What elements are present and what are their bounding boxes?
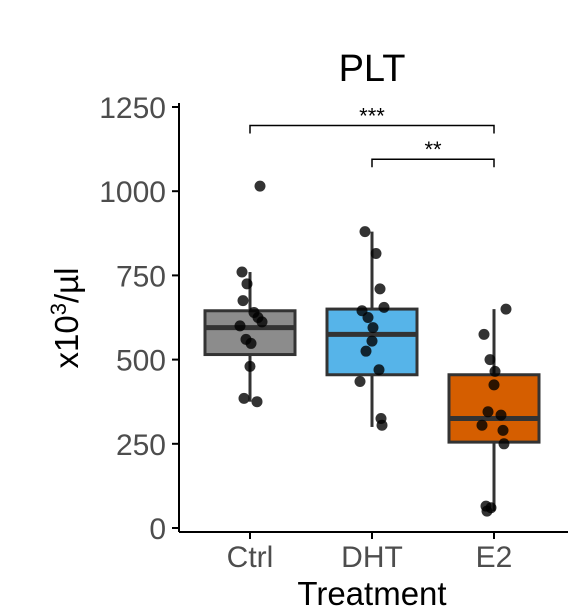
y-axis-label-superscript: 3 (46, 303, 71, 315)
y-tick-label: 1000 (99, 176, 166, 209)
data-point-e2 (489, 365, 501, 377)
significance-bracket (249, 124, 495, 134)
y-axis-label-base: x10 (48, 315, 85, 368)
significance-label: ** (424, 137, 442, 162)
data-points (234, 180, 512, 517)
data-point-dht (373, 364, 385, 376)
y-axis-ticks: 0 250 500 750 1000 1250 (99, 92, 179, 546)
data-point-ctrl (236, 266, 248, 278)
data-point-e2 (481, 505, 493, 517)
x-tick-label: Ctrl (227, 541, 274, 574)
data-point-ctrl (237, 295, 249, 307)
x-tick-label: E2 (476, 541, 513, 574)
y-axis-label-unit: /µl (48, 268, 85, 304)
data-point-e2 (497, 424, 509, 436)
data-point-e2 (482, 406, 494, 418)
data-point-e2 (495, 409, 507, 421)
data-point-ctrl (245, 337, 257, 349)
data-point-e2 (498, 438, 510, 450)
x-axis-ticks: Ctrl DHT E2 (227, 532, 513, 574)
data-point-dht (376, 419, 388, 431)
y-tick-label: 0 (149, 513, 166, 546)
data-point-ctrl (234, 320, 246, 332)
data-point-dht (367, 322, 379, 334)
boxes (203, 231, 541, 512)
data-point-e2 (484, 354, 496, 366)
data-point-e2 (478, 328, 490, 340)
data-point-dht (354, 375, 366, 387)
x-tick-label: DHT (341, 541, 403, 574)
data-point-ctrl (238, 392, 250, 404)
data-point-dht (362, 312, 374, 323)
data-point-dht (370, 248, 382, 260)
data-point-dht (366, 335, 378, 347)
data-point-e2 (476, 419, 488, 431)
significance-brackets: ***** (249, 104, 495, 168)
data-point-ctrl (256, 316, 268, 328)
data-point-ctrl (251, 396, 263, 408)
x-axis-label: Treatment (297, 575, 446, 607)
y-tick-label: 750 (116, 260, 166, 293)
data-point-ctrl (241, 278, 253, 290)
y-tick-label: 500 (116, 345, 166, 378)
significance-bracket (371, 158, 495, 168)
data-point-dht (378, 301, 390, 313)
data-point-dht (359, 226, 371, 238)
data-point-dht (374, 283, 386, 295)
y-tick-label: 1250 (99, 92, 166, 125)
chart-title: PLT (339, 48, 406, 90)
y-tick-label: 250 (116, 429, 166, 462)
y-axis-label: x103/µl (46, 268, 85, 369)
data-point-dht (360, 345, 372, 357)
data-point-e2 (488, 379, 500, 391)
data-point-ctrl (254, 180, 266, 192)
data-point-ctrl (244, 360, 256, 372)
significance-label: *** (359, 104, 385, 129)
data-point-e2 (500, 303, 512, 315)
